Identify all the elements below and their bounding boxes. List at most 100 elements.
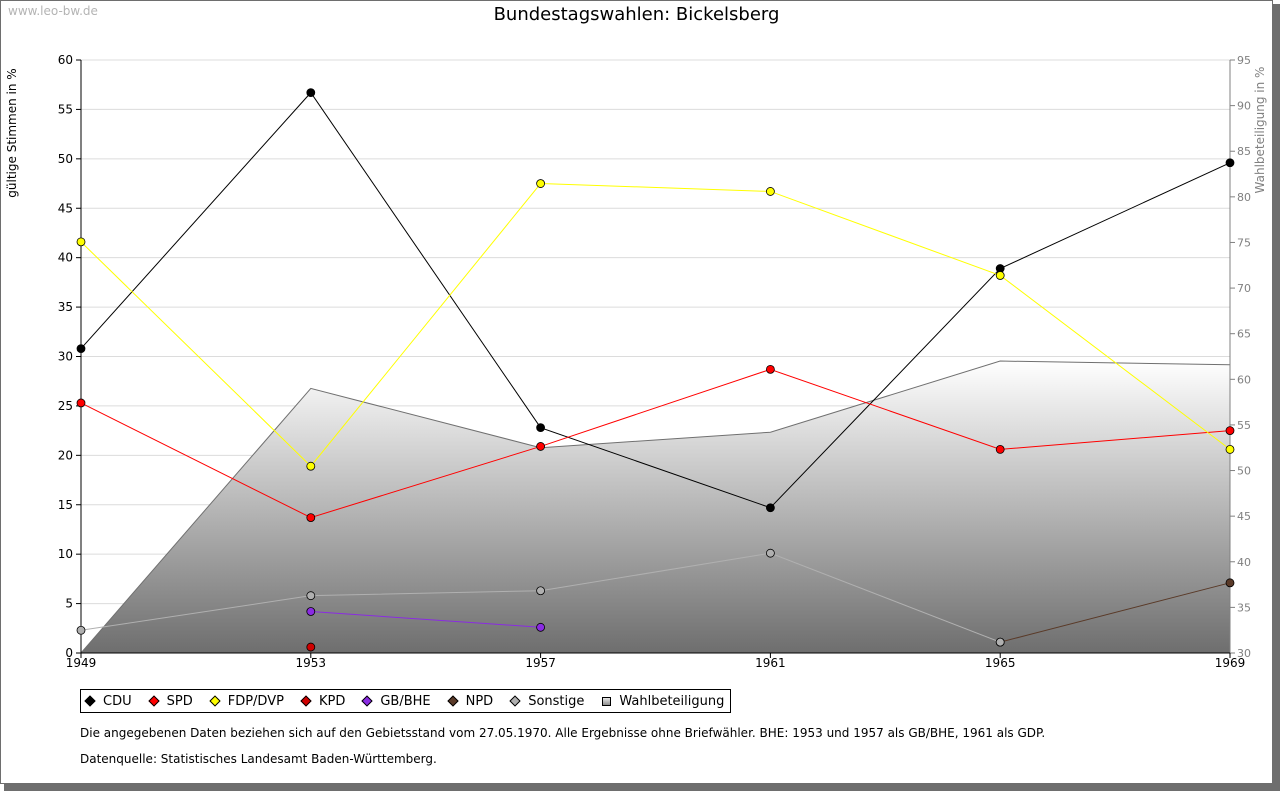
y2-tick-label: 65 bbox=[1237, 328, 1251, 341]
y2-tick-label: 50 bbox=[1237, 465, 1251, 478]
sonstige-point bbox=[995, 637, 1005, 647]
legend-label: FDP/DVP bbox=[227, 693, 284, 709]
legend-diamond-marker bbox=[509, 695, 521, 707]
cdu-point bbox=[306, 88, 316, 98]
y2-axis-title: Wahlbeteiligung in % bbox=[1253, 67, 1267, 194]
watermark: www.leo-bw.de bbox=[8, 4, 98, 18]
x-tick-label: 1957 bbox=[525, 656, 556, 670]
cdu-point bbox=[1225, 158, 1235, 168]
y2-tick-label: 95 bbox=[1237, 54, 1251, 67]
y-tick-label: 5 bbox=[65, 597, 73, 611]
turnout-line bbox=[80, 360, 1231, 654]
y2-tick-label: 30 bbox=[1237, 647, 1251, 660]
y2-tick-label: 70 bbox=[1237, 282, 1251, 295]
y-tick-label: 20 bbox=[58, 448, 73, 462]
spd-point bbox=[536, 442, 545, 451]
legend-diamond-marker bbox=[209, 695, 221, 707]
legend-label: SPD bbox=[166, 693, 193, 709]
legend-square-marker bbox=[601, 696, 611, 706]
fdp-dvp-point bbox=[76, 237, 86, 247]
legend-label: GB/BHE bbox=[380, 693, 431, 709]
fdp-dvp-point bbox=[766, 187, 775, 196]
kpd-point bbox=[306, 642, 316, 652]
fdp-dvp-line bbox=[80, 183, 1231, 467]
y2-tick-label: 35 bbox=[1237, 601, 1251, 614]
legend-diamond-marker bbox=[300, 695, 312, 707]
legend-item: FDP/DVP bbox=[209, 693, 284, 709]
y2-tick-label: 55 bbox=[1237, 419, 1251, 432]
cdu-point bbox=[536, 423, 545, 433]
y-tick-label: 50 bbox=[58, 152, 73, 166]
gb-bhe-point bbox=[306, 607, 316, 616]
spd-point bbox=[76, 398, 86, 408]
gb-bhe-line bbox=[310, 610, 541, 628]
data-source: Datenquelle: Statistisches Landesamt Bad… bbox=[80, 752, 437, 766]
cdu-point bbox=[766, 503, 775, 513]
frame-shadow bbox=[1273, 4, 1280, 791]
y-tick-label: 0 bbox=[65, 646, 73, 660]
chart-title: Bundestagswahlen: Bickelsberg bbox=[493, 4, 780, 25]
y-tick-label: 15 bbox=[58, 498, 73, 512]
y2-tick-label: 45 bbox=[1237, 510, 1251, 523]
legend-item: Sonstige bbox=[509, 693, 585, 709]
npd-point bbox=[1225, 578, 1235, 588]
legend-diamond-marker bbox=[147, 695, 160, 707]
sonstige-point bbox=[306, 591, 316, 601]
legend-item: NPD bbox=[446, 693, 494, 709]
frame-shadow bbox=[4, 784, 1280, 791]
legend-diamond-marker bbox=[446, 695, 459, 707]
y-tick-label: 40 bbox=[58, 251, 73, 265]
fdp-dvp-point bbox=[536, 179, 545, 188]
x-tick-label: 1961 bbox=[755, 656, 786, 670]
legend-diamond-marker bbox=[84, 695, 96, 707]
footnote: Die angegebenen Daten beziehen sich auf … bbox=[80, 726, 1046, 740]
y2-tick-label: 85 bbox=[1237, 145, 1251, 158]
npd-line bbox=[1000, 582, 1231, 643]
turnout-area bbox=[81, 361, 1230, 653]
y2-tick-label: 75 bbox=[1237, 236, 1251, 249]
y-tick-label: 10 bbox=[58, 547, 73, 561]
y2-tick-label: 40 bbox=[1237, 556, 1251, 569]
spd-point bbox=[766, 364, 775, 374]
x-tick-label: 1953 bbox=[296, 656, 327, 670]
legend-item: Wahlbeteiligung bbox=[601, 694, 724, 709]
fdp-dvp-point bbox=[1225, 445, 1235, 454]
cdu-point bbox=[76, 344, 86, 353]
legend-diamond-marker bbox=[361, 695, 373, 707]
y-tick-label: 30 bbox=[58, 350, 73, 364]
legend-item: GB/BHE bbox=[361, 693, 431, 709]
y2-tick-label: 80 bbox=[1237, 191, 1251, 204]
legend-label: KPD bbox=[318, 693, 346, 709]
y-tick-label: 45 bbox=[58, 201, 73, 215]
legend-item: CDU bbox=[84, 693, 132, 709]
legend-label: CDU bbox=[103, 693, 132, 709]
y-tick-label: 55 bbox=[58, 102, 73, 116]
legend-label: NPD bbox=[465, 693, 494, 709]
y-tick-label: 60 bbox=[58, 53, 73, 67]
legend-label: Sonstige bbox=[528, 693, 585, 709]
legend-item: SPD bbox=[147, 693, 193, 709]
x-tick-label: 1965 bbox=[985, 656, 1016, 670]
gb-bhe-point bbox=[536, 622, 545, 632]
sonstige-point bbox=[536, 586, 545, 596]
legend-item: KPD bbox=[300, 693, 346, 709]
cdu-line bbox=[80, 91, 1231, 509]
fdp-dvp-point bbox=[995, 271, 1005, 280]
legend-label: Wahlbeteiligung bbox=[619, 693, 725, 709]
spd-point bbox=[306, 513, 316, 522]
sonstige-point bbox=[766, 548, 775, 558]
spd-point bbox=[1225, 426, 1235, 436]
y2-tick-label: 90 bbox=[1237, 100, 1251, 113]
y-tick-label: 35 bbox=[58, 300, 73, 314]
x-tick-label: 1949 bbox=[66, 656, 97, 670]
x-tick-label: 1969 bbox=[1215, 656, 1246, 670]
y2-tick-label: 60 bbox=[1237, 373, 1251, 386]
sonstige-point bbox=[76, 625, 86, 635]
spd-point bbox=[995, 445, 1005, 454]
spd-line bbox=[80, 368, 1231, 519]
legend: CDU SPD FDP/DVP KPD GB/BHE NPD Sonstige Wahlbet… bbox=[80, 689, 732, 713]
y-axis-title: gültige Stimmen in % bbox=[5, 68, 19, 197]
y-tick-label: 25 bbox=[58, 399, 73, 413]
fdp-dvp-point bbox=[306, 461, 316, 471]
